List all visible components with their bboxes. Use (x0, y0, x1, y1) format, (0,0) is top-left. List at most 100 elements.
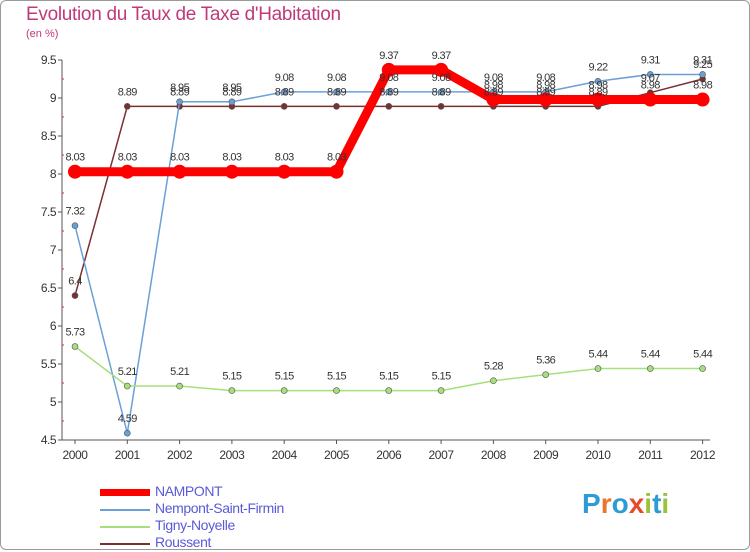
data-label: 8.89 (536, 86, 555, 98)
data-point (591, 92, 605, 107)
data-label: 8.95 (222, 82, 241, 94)
x-tick-label: 2004 (272, 448, 298, 462)
data-point (385, 88, 393, 96)
data-label: 8.98 (484, 80, 503, 92)
data-label: 8.03 (65, 152, 84, 164)
data-point (68, 164, 82, 179)
data-label: 4.59 (118, 413, 137, 425)
data-label: 9.31 (693, 54, 712, 66)
x-tick-label: 2011 (638, 448, 663, 462)
data-label: 8.03 (222, 152, 241, 164)
data-label: 9.08 (536, 72, 555, 84)
data-label: 8.98 (693, 80, 712, 92)
y-tick-label: 8 (50, 167, 57, 181)
logo-letter: i (661, 488, 670, 519)
logo-letter: i (644, 488, 653, 519)
x-tick-label: 2007 (429, 448, 455, 462)
data-point (176, 382, 183, 390)
y-tick-label: 7 (50, 243, 57, 257)
data-label: 5.21 (118, 366, 137, 378)
data-label: 8.89 (484, 86, 503, 98)
data-label: 8.89 (222, 86, 241, 98)
x-tick-label: 2003 (219, 448, 245, 462)
chart-title: Evolution du Taux de Taxe d'Habitation (26, 4, 341, 25)
data-point (71, 292, 79, 299)
data-label: 6.4 (68, 276, 82, 288)
data-point (486, 92, 501, 107)
x-tick-label: 2012 (690, 448, 716, 462)
data-point (646, 365, 654, 372)
data-label: 8.89 (588, 86, 607, 98)
data-point (280, 103, 288, 110)
y-tick-label: 9.5 (41, 53, 57, 67)
data-point (434, 62, 449, 77)
logo-letter: r (600, 488, 612, 519)
logo-letter: P (582, 488, 601, 519)
data-point (646, 71, 654, 78)
data-label: 9.08 (327, 72, 346, 84)
data-label: 5.28 (484, 361, 503, 373)
logo-letter: t (652, 488, 662, 519)
legend-swatch (100, 509, 150, 511)
x-tick-label: 2001 (115, 448, 141, 462)
x-tick-label: 2010 (585, 448, 611, 462)
x-tick-label: 2000 (62, 448, 88, 462)
data-point (224, 164, 239, 179)
logo-letter: x (628, 488, 645, 519)
x-tick-label: 2008 (481, 448, 507, 462)
data-label: 9.31 (641, 54, 660, 66)
data-point (333, 88, 340, 96)
data-label: 8.89 (275, 86, 294, 98)
series-line-roussent (74, 78, 704, 297)
data-label: 8.03 (275, 152, 294, 164)
data-point (385, 103, 393, 110)
proxiti-logo: Proxiti (582, 488, 669, 520)
data-point (277, 164, 292, 179)
data-label: 8.89 (379, 86, 398, 98)
data-label: 5.15 (275, 371, 294, 383)
data-label: 9.08 (379, 72, 398, 84)
data-point (490, 377, 497, 385)
data-label: 8.89 (170, 86, 189, 98)
data-point (538, 92, 553, 107)
data-point (437, 88, 445, 96)
y-tick-label: 4.5 (41, 433, 57, 447)
data-point (594, 365, 602, 372)
data-label: 9.07 (641, 73, 660, 85)
data-label: 8.98 (536, 80, 555, 92)
data-point (333, 103, 340, 110)
data-label: 5.36 (536, 355, 555, 367)
data-point (120, 164, 135, 179)
data-label: 8.03 (118, 152, 137, 164)
y-tick-label: 6 (50, 319, 57, 333)
data-point (437, 103, 445, 110)
x-tick-label: 2005 (324, 448, 350, 462)
data-point (381, 62, 396, 77)
legend-label: NAMPONT (155, 483, 223, 499)
data-point (176, 98, 183, 106)
data-label: 5.44 (588, 349, 607, 361)
data-point (437, 387, 445, 394)
data-label: 9.22 (588, 61, 607, 73)
data-point (71, 343, 79, 350)
data-label: 8.03 (170, 152, 189, 164)
data-label: 5.21 (170, 366, 189, 378)
data-point (594, 77, 602, 85)
data-label: 9.08 (484, 72, 503, 84)
legend-swatch (100, 543, 150, 545)
data-point (699, 71, 706, 78)
data-label: 9.08 (432, 72, 451, 84)
data-label: 8.89 (327, 86, 346, 98)
data-point (124, 103, 131, 110)
data-point (124, 382, 131, 390)
data-label: 9.25 (693, 59, 712, 71)
data-point (280, 88, 288, 96)
y-tick-label: 8.5 (41, 129, 57, 143)
data-point (699, 365, 706, 372)
data-point (542, 371, 550, 378)
data-label: 5.15 (379, 371, 398, 383)
x-tick-label: 2006 (376, 448, 402, 462)
data-label: 8.95 (170, 82, 189, 94)
data-label: 8.89 (432, 86, 451, 98)
